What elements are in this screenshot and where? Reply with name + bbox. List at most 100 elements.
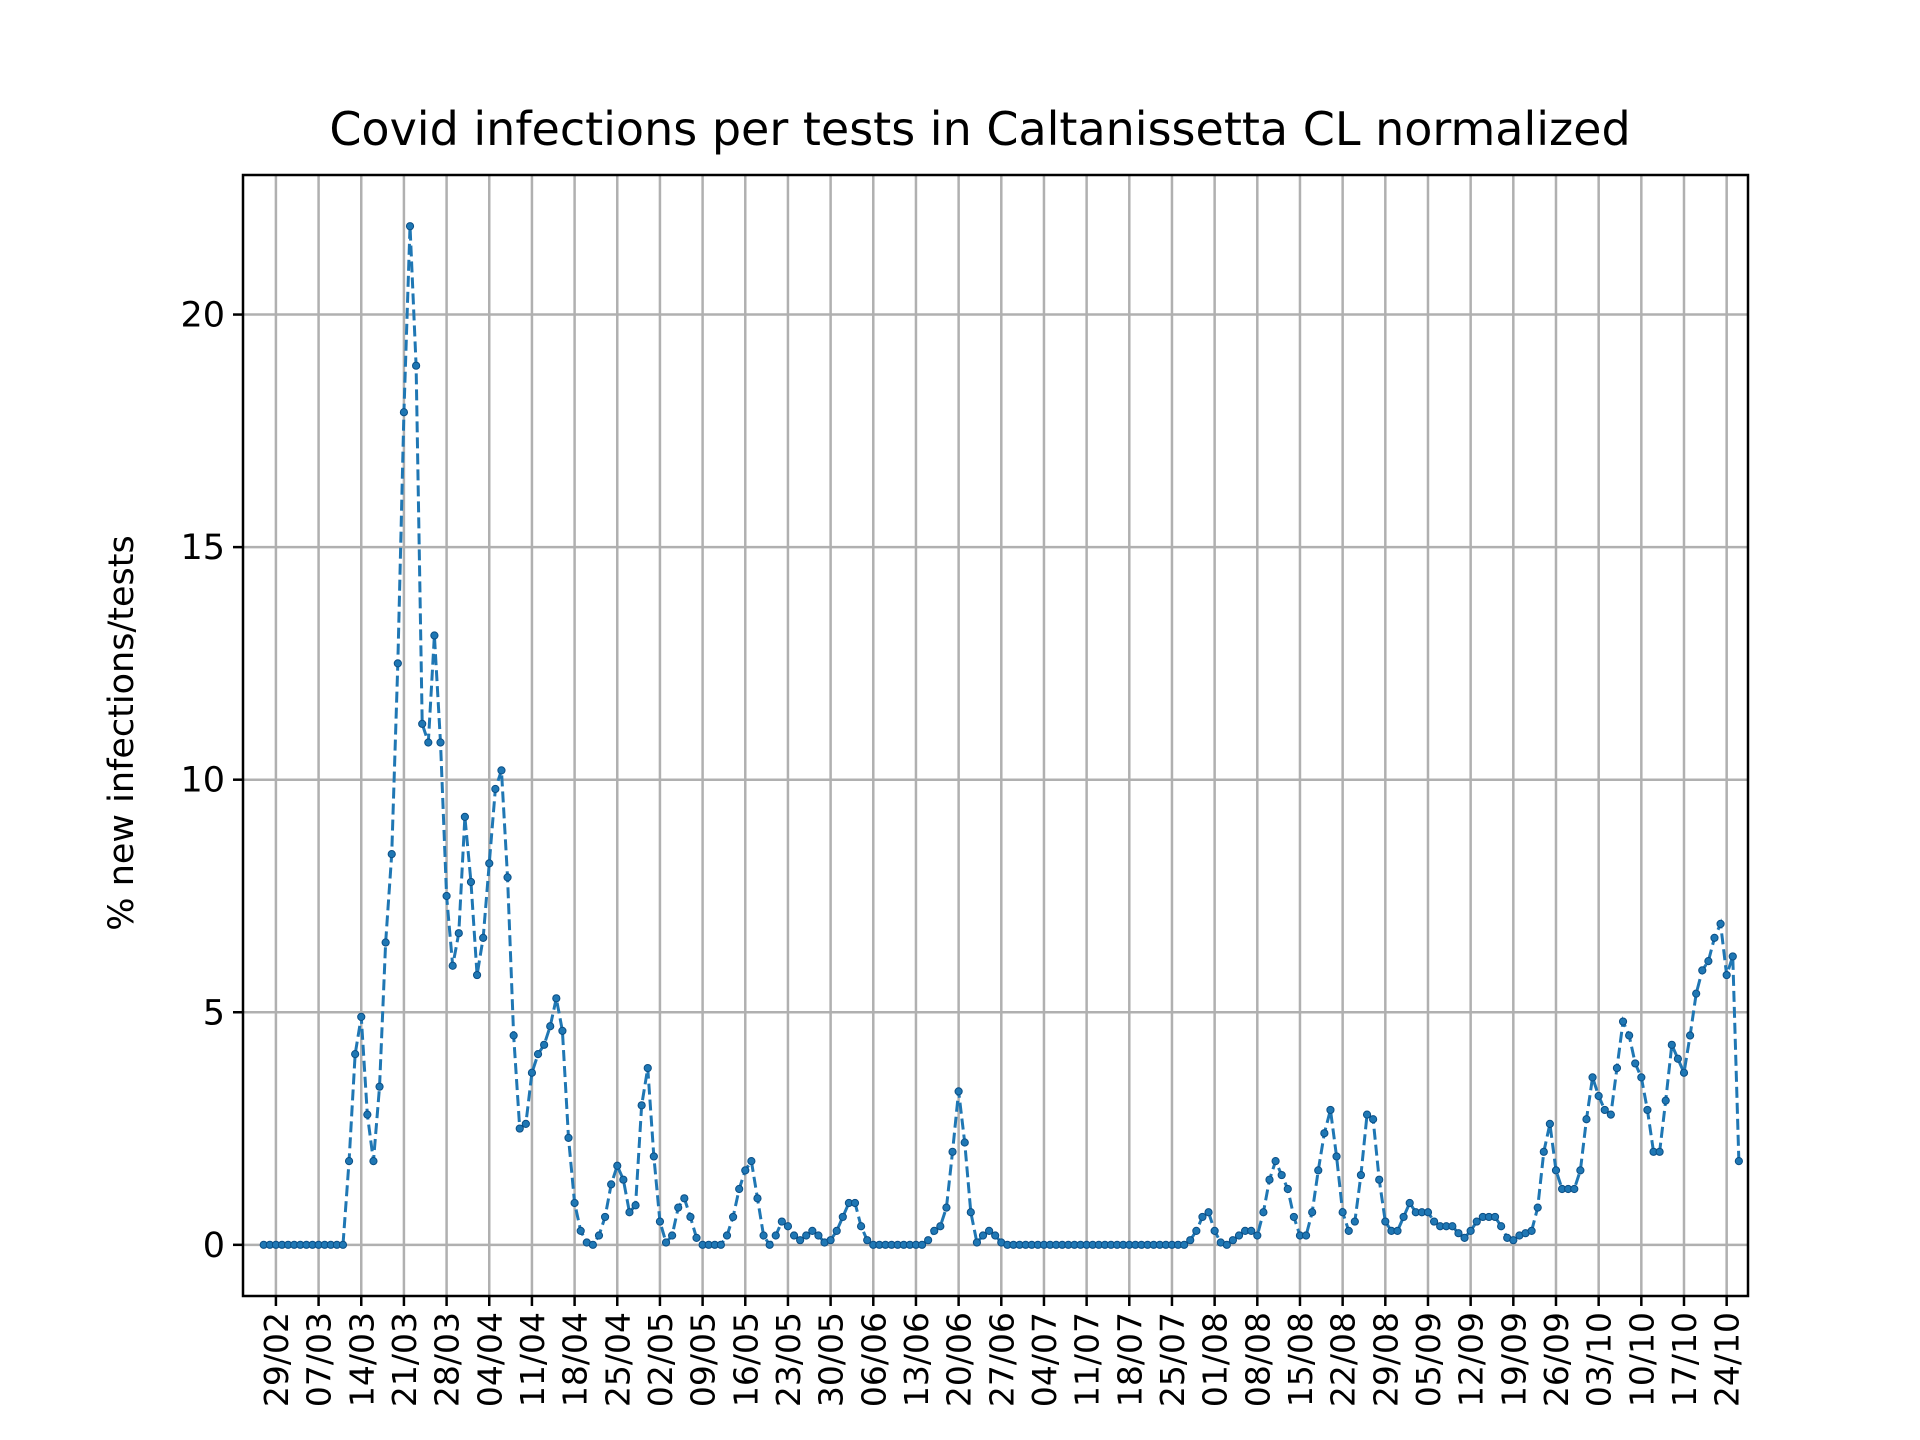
data-point [643,1063,652,1073]
x-tick-label: 01/08 [1196,1312,1235,1407]
data-point [1643,1105,1652,1115]
y-tick-label: 15 [180,528,225,568]
data-point [1369,1115,1378,1124]
data-point [521,1119,530,1129]
data-point [1448,1222,1457,1231]
data-point [1381,1217,1390,1226]
data-point [1539,1147,1548,1156]
data-point [972,1238,982,1247]
data-point [454,929,463,938]
data-point [741,1166,750,1175]
data-point [509,1031,518,1040]
data-point [1722,970,1731,980]
data-point [1253,1231,1262,1240]
x-tick-label: 22/08 [1324,1312,1363,1407]
y-tick-label: 20 [180,296,225,336]
data-point [1466,1226,1475,1235]
data-point [1667,1040,1676,1049]
data-point [1576,1166,1585,1175]
x-tick-label: 20/06 [940,1312,979,1407]
chart-title: Covid infections per tests in Caltanisse… [329,102,1630,156]
x-tick-label: 04/07 [1025,1312,1064,1407]
data-point [1698,966,1707,975]
data-point [1716,919,1725,928]
data-point [783,1222,793,1231]
data-point [1460,1233,1469,1242]
y-tick-label: 0 [203,1226,225,1266]
data-point [540,1040,549,1049]
data-point [1320,1129,1329,1138]
data-point [363,1110,372,1119]
data-point [728,1212,738,1222]
x-tick-label: 23/05 [769,1312,808,1407]
data-point [375,1082,384,1091]
data-point [412,361,421,370]
data-point [1625,1031,1634,1040]
data-point [1393,1226,1402,1235]
plot-frame [241,173,1750,1298]
x-tick-label: 14/03 [342,1312,381,1407]
series-layer [259,222,1743,1249]
data-point [533,1050,543,1059]
data-point [576,1226,585,1235]
data-point [631,1201,640,1210]
data-point [600,1212,610,1222]
data-point [686,1212,695,1222]
x-tick-label: 24/10 [1708,1312,1747,1407]
data-point [832,1226,841,1235]
data-point [448,961,457,970]
data-point [503,873,512,882]
x-tick-label: 11/04 [513,1312,552,1407]
data-point [777,1217,786,1226]
data-point [588,1240,597,1249]
x-tick-label: 17/10 [1665,1312,1704,1407]
data-point [966,1208,975,1217]
x-tick-label: 05/09 [1409,1312,1448,1407]
data-point [1180,1240,1189,1249]
data-point [1612,1063,1622,1073]
data-point [1533,1203,1542,1212]
data-point [1704,957,1713,966]
data-point [1228,1236,1238,1245]
data-point [722,1231,732,1240]
data-point [1338,1208,1347,1217]
x-tick-label: 11/07 [1068,1312,1107,1407]
data-point [1728,952,1737,961]
data-point [1356,1170,1366,1180]
data-point [924,1236,933,1245]
data-point [1429,1217,1439,1226]
data-point [1631,1059,1640,1068]
x-tick-label: 12/09 [1452,1312,1491,1407]
x-tick-label: 07/03 [300,1312,339,1407]
data-point [1497,1222,1506,1231]
data-point [344,1157,354,1166]
x-tick-label: 19/09 [1494,1312,1533,1407]
data-point [948,1147,957,1156]
x-axis: 29/02 07/03 14/03 21/03 28/03 04/04 11/04 18/04… [257,1296,1747,1407]
data-point [479,933,488,942]
data-point [1326,1105,1335,1115]
data-point [1289,1212,1298,1222]
data-point [655,1217,665,1226]
data-point [856,1222,866,1231]
data-point [1198,1212,1207,1222]
x-tick-label: 25/07 [1153,1312,1192,1407]
data-point [680,1194,689,1203]
data-point [759,1231,768,1240]
data-point [1308,1208,1317,1217]
data-point [942,1203,951,1212]
data-point [1454,1229,1463,1238]
data-point [460,812,469,822]
data-point [1399,1212,1408,1222]
grid [243,175,1748,1296]
data-point [1655,1147,1664,1156]
data-point [1509,1236,1518,1245]
x-tick-label: 29/08 [1366,1312,1405,1407]
data-point [515,1124,524,1133]
x-tick-label: 15/08 [1281,1312,1320,1407]
data-point [527,1068,537,1077]
x-tick-label: 10/10 [1622,1312,1661,1407]
data-point [491,784,500,794]
data-point [863,1236,872,1245]
